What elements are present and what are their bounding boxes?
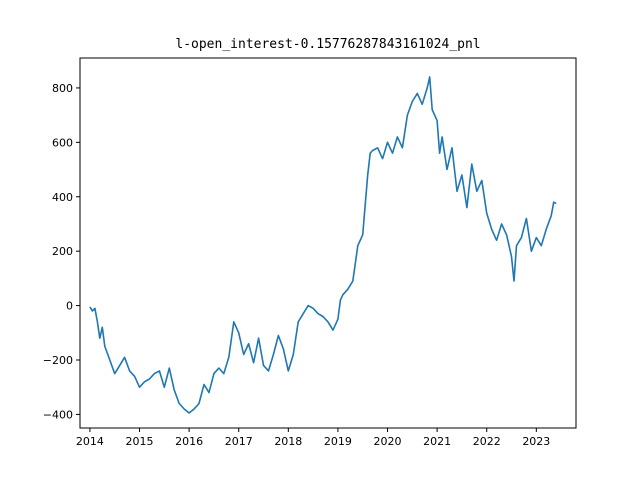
plot-frame — [79, 57, 577, 429]
x-tick-label: 2021 — [423, 435, 451, 448]
x-tick-label: 2015 — [126, 435, 154, 448]
y-tick-label: 600 — [52, 136, 73, 149]
x-tick-label: 2017 — [225, 435, 253, 448]
x-tick-label: 2023 — [522, 435, 550, 448]
x-tick-label: 2019 — [324, 435, 352, 448]
series-line-0 — [89, 76, 557, 414]
y-tick-label: −200 — [43, 354, 73, 367]
x-tick-label: 2016 — [175, 435, 203, 448]
x-tick-label: 2022 — [473, 435, 501, 448]
y-tick-label: 400 — [52, 191, 73, 204]
y-axis: −400 −200 0 200 400 600 800 — [43, 82, 80, 421]
y-tick-label: −400 — [43, 408, 73, 421]
y-tick-label: 200 — [52, 245, 73, 258]
y-tick-label: 0 — [66, 300, 73, 313]
x-axis: 2014 2015 2016 2017 2018 2019 2020 2021 2022 2023 — [76, 428, 550, 448]
y-tick-label: 800 — [52, 82, 73, 95]
x-tick-label: 2014 — [76, 435, 104, 448]
series-layer — [89, 76, 557, 414]
chart-title: l-open_interest-0.15776287843161024_pnl — [175, 37, 480, 52]
x-tick-label: 2020 — [374, 435, 402, 448]
x-tick-label: 2018 — [274, 435, 302, 448]
